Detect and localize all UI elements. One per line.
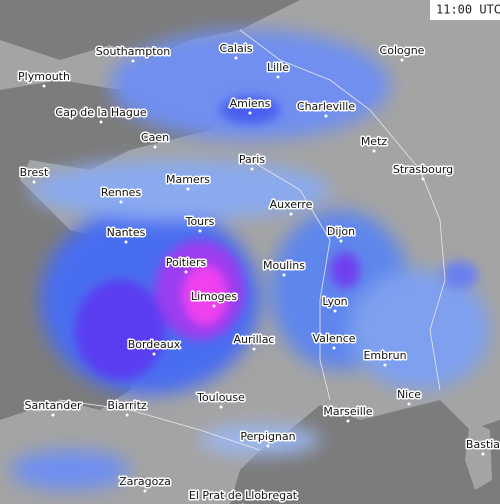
- city-dot: [234, 56, 238, 60]
- timestamp: 11:00 UTC: [436, 3, 500, 17]
- city-label: Valence: [312, 332, 355, 345]
- city-label: Rennes: [101, 186, 142, 199]
- city-label: Aurillac: [234, 333, 275, 346]
- city-dot: [346, 419, 350, 423]
- borders: [59, 29, 446, 451]
- city-label: Paris: [239, 153, 265, 166]
- city-dot: [481, 452, 485, 456]
- city-label: Charleville: [297, 100, 355, 113]
- city-dot: [186, 187, 190, 191]
- city-dot: [131, 59, 135, 63]
- city-label: Limoges: [191, 290, 237, 303]
- city-dot: [400, 58, 404, 62]
- city-dot: [152, 352, 156, 356]
- city-dot: [421, 177, 425, 181]
- city-dot: [407, 402, 411, 406]
- city-dot: [119, 200, 123, 204]
- city-label: Lyon: [322, 295, 347, 308]
- city-label: Biarritz: [107, 399, 147, 412]
- city-dot: [289, 212, 293, 216]
- city-label: Plymouth: [18, 70, 70, 83]
- city-label: Caen: [141, 131, 169, 144]
- city-dot: [143, 489, 147, 493]
- city-label: Embrun: [363, 349, 406, 362]
- city-dot: [198, 229, 202, 233]
- city-label: Calais: [219, 42, 252, 55]
- city-dot: [332, 346, 336, 350]
- city-dot: [266, 444, 270, 448]
- city-dot: [250, 167, 254, 171]
- city-dot: [99, 120, 103, 124]
- city-label: Cologne: [380, 44, 425, 57]
- city-label: Poitiers: [166, 256, 207, 269]
- city-label: Dijon: [327, 225, 355, 238]
- city-dot: [51, 413, 55, 417]
- timestamp-box: [430, 0, 500, 20]
- city-label: Bastia: [466, 438, 500, 451]
- city-dot: [248, 111, 252, 115]
- city-dot: [125, 413, 129, 417]
- city-label: Cap de la Hague: [55, 106, 146, 119]
- city-dot: [219, 405, 223, 409]
- city-label: Strasbourg: [393, 163, 453, 176]
- city-dot: [372, 149, 376, 153]
- city-label: Nantes: [107, 226, 146, 239]
- city-label: Brest: [20, 166, 49, 179]
- city-label: Nice: [397, 388, 421, 401]
- city-dot: [324, 114, 328, 118]
- city-dot: [333, 309, 337, 313]
- city-dot: [184, 270, 188, 274]
- city-dot: [339, 239, 343, 243]
- radar-cores: [75, 96, 478, 380]
- city-labels: Southampton Calais Cologne Plymouth Lille Ami…: [17, 41, 500, 504]
- city-label: Santander: [25, 399, 82, 412]
- city-label: Southampton: [96, 45, 170, 58]
- city-label: Zaragoza: [119, 475, 171, 488]
- city-label: Moulins: [263, 259, 305, 272]
- city-dot: [276, 75, 280, 79]
- city-label: Mamers: [166, 173, 210, 186]
- city-dot: [383, 363, 387, 367]
- city-label: Bordeaux: [128, 338, 181, 351]
- city-label: Metz: [361, 135, 388, 148]
- city-label: Marseille: [323, 405, 372, 418]
- city-dot: [42, 84, 46, 88]
- city-dot: [252, 347, 256, 351]
- city-label: Amiens: [230, 97, 271, 110]
- city-label: Lille: [267, 61, 289, 74]
- city-label: Tours: [185, 215, 215, 228]
- city-label: Auxerre: [270, 198, 313, 211]
- city-label: Toulouse: [196, 391, 245, 404]
- city-label: Perpignan: [240, 430, 295, 443]
- city-dot: [282, 273, 286, 277]
- city-label: El Prat de Llobregat: [189, 489, 298, 502]
- city-dot: [124, 240, 128, 244]
- city-dot: [32, 180, 36, 184]
- city-dot: [153, 145, 157, 149]
- city-dot: [212, 304, 216, 308]
